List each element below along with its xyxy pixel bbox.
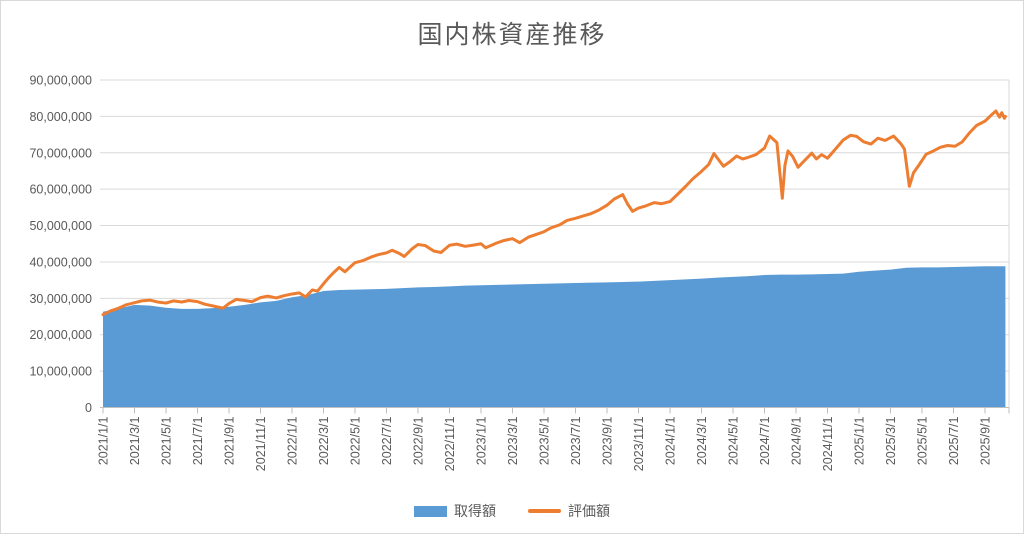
evaluation-line [101, 109, 1007, 317]
x-axis-labels: 2021/1/1 2021/3/1 2021/5/1 2021/7/1 2021/9/1… [97, 416, 993, 471]
x-tick-label: 2021/3/1 [128, 416, 142, 465]
y-tick-label: 0 [85, 401, 92, 415]
acquisition-area [103, 266, 1006, 408]
legend-item-acquisition[interactable]: 取得額 [414, 504, 496, 518]
x-axis-ticks [102, 407, 1010, 414]
x-tick-label: 2023/3/1 [506, 416, 520, 465]
x-tick-label: 2022/1/1 [286, 416, 300, 465]
x-tick-label: 2023/11/1 [632, 416, 646, 471]
y-tick-label: 70,000,000 [29, 146, 92, 160]
plot-area: 0 10,000,000 20,000,000 30,000,000 40,000,00… [29, 74, 1010, 471]
x-tick-label: 2025/7/1 [947, 416, 961, 465]
legend-label-acquisition: 取得額 [454, 503, 496, 519]
x-tick-label: 2025/5/1 [916, 416, 930, 465]
x-tick-label: 2021/5/1 [160, 416, 174, 465]
x-tick-label: 2025/3/1 [884, 416, 898, 465]
x-tick-label: 2021/11/1 [254, 416, 268, 471]
x-tick-label: 2022/9/1 [412, 416, 426, 465]
x-tick-label: 2022/11/1 [443, 416, 457, 471]
chart-title: 国内株資産推移 [417, 21, 607, 49]
x-tick-label: 2021/1/1 [97, 416, 111, 465]
x-tick-label: 2025/9/1 [979, 416, 993, 465]
x-tick-label: 2023/5/1 [538, 416, 552, 465]
x-tick-label: 2023/1/1 [475, 416, 489, 465]
y-tick-label: 60,000,000 [29, 183, 92, 197]
y-tick-label: 40,000,000 [29, 255, 92, 269]
legend-label-evaluation: 評価額 [568, 503, 610, 519]
x-tick-label: 2022/7/1 [380, 416, 394, 465]
legend: 取得額 評価額 [1, 504, 1023, 518]
y-tick-label: 20,000,000 [29, 328, 92, 342]
x-tick-label: 2024/7/1 [758, 416, 772, 465]
legend-item-evaluation[interactable]: 評価額 [528, 504, 610, 518]
y-axis-labels: 0 10,000,000 20,000,000 30,000,000 40,000,00… [29, 74, 92, 416]
y-tick-label: 80,000,000 [29, 110, 92, 124]
y-tick-label: 50,000,000 [29, 219, 92, 233]
x-tick-label: 2024/11/1 [821, 416, 835, 471]
y-tick-label: 10,000,000 [29, 365, 92, 379]
x-tick-label: 2022/5/1 [349, 416, 363, 465]
x-tick-label: 2021/9/1 [223, 416, 237, 465]
acquisition-area-swatch-icon [414, 505, 447, 517]
y-tick-label: 30,000,000 [29, 292, 92, 306]
x-tick-label: 2024/3/1 [695, 416, 709, 465]
x-tick-label: 2025/1/1 [853, 416, 867, 465]
x-tick-label: 2024/5/1 [727, 416, 741, 465]
x-tick-label: 2024/1/1 [664, 416, 678, 465]
x-tick-label: 2023/7/1 [569, 416, 583, 465]
x-tick-label: 2024/9/1 [790, 416, 804, 465]
x-tick-label: 2021/7/1 [191, 416, 205, 465]
y-tick-label: 90,000,000 [29, 74, 92, 88]
evaluation-line-swatch-icon [528, 509, 561, 513]
x-tick-label: 2022/3/1 [317, 416, 331, 465]
x-tick-label: 2023/9/1 [601, 416, 615, 465]
